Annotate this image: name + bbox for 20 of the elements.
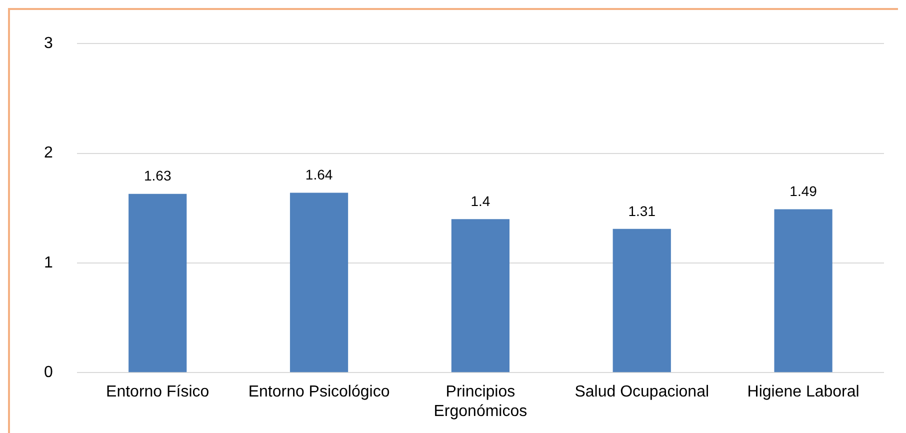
y-tick-label: 0 xyxy=(44,364,53,382)
data-label: 1.4 xyxy=(470,192,490,209)
x-tick-label: Entorno Psicológico xyxy=(248,384,390,401)
frame: Entorno Físico Entorno Psicológico Principios Ergonómicos Salud Ocupacional Higiene Laboral 0 1 2 3 1.63 1.64 1.4 1.31 1.49 xyxy=(8,8,898,433)
y-tick-label: 1 xyxy=(44,254,53,272)
x-tick-label: Entorno Físico xyxy=(106,384,210,401)
x-tick-label: Principios Ergonómicos xyxy=(434,384,528,420)
data-label: 1.63 xyxy=(144,168,172,184)
data-label: 1.49 xyxy=(790,183,818,200)
bar xyxy=(774,209,832,372)
bar xyxy=(451,219,510,372)
bar xyxy=(290,192,348,372)
y-tick-label: 2 xyxy=(44,144,53,162)
data-label: 1.64 xyxy=(305,166,333,183)
x-tick-label: Salud Ocupacional xyxy=(574,384,710,401)
data-label: 1.31 xyxy=(628,202,656,219)
x-tick-label: Higiene Laboral xyxy=(747,384,860,401)
bar xyxy=(612,228,671,372)
y-tick-label: 3 xyxy=(44,35,53,52)
bar xyxy=(128,194,187,372)
